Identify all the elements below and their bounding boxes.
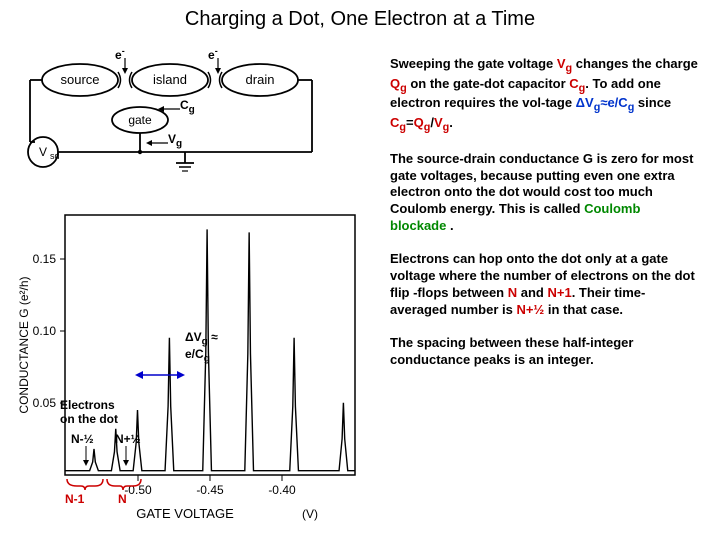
page-title: Charging a Dot, One Electron at a Time	[0, 0, 720, 35]
svg-text:0.10: 0.10	[33, 324, 57, 338]
svg-text:(V): (V)	[302, 507, 318, 521]
n-minus-half-label: N-½	[71, 432, 94, 446]
paragraph-4: The spacing between these half-integer c…	[390, 335, 700, 369]
cg-label: Cg	[180, 98, 195, 115]
svg-text:drain: drain	[246, 72, 275, 87]
svg-text:island: island	[153, 72, 187, 87]
dvg-annotation: ΔVg ≈ e/Cg	[185, 330, 218, 365]
svg-text:gate: gate	[128, 113, 152, 127]
n-minus-half-arrow	[80, 446, 92, 468]
n-label: N	[118, 492, 127, 506]
n-plus-half-arrow	[120, 446, 132, 468]
paragraph-3: Electrons can hop onto the dot only at a…	[390, 251, 700, 319]
dvg-double-arrow	[135, 368, 185, 382]
svg-text:-0.45: -0.45	[196, 483, 224, 497]
electrons-on-dot-label: Electronson the dot	[60, 398, 118, 426]
svg-text:GATE VOLTAGE: GATE VOLTAGE	[136, 506, 234, 521]
conductance-chart: 0.05 0.10 0.15 -0.50 -0.45 -0.40 CONDUCT…	[10, 200, 370, 530]
svg-text:CONDUCTANCE G (e²/h): CONDUCTANCE G (e²/h)	[17, 276, 31, 413]
vg-label: Vg	[168, 132, 182, 149]
circuit-diagram: source island drain V sd	[20, 50, 320, 190]
electron-left-label: e-	[115, 46, 125, 62]
right-column: Sweeping the gate voltage Vg changes the…	[390, 56, 700, 384]
electron-right-label: e-	[208, 46, 218, 62]
svg-text:-0.40: -0.40	[268, 483, 296, 497]
paragraph-2: The source-drain conductance G is zero f…	[390, 151, 700, 235]
svg-text:source: source	[60, 72, 99, 87]
n-brace	[105, 477, 150, 493]
n-minus-1-label: N-1	[65, 492, 84, 506]
paragraph-1: Sweeping the gate voltage Vg changes the…	[390, 56, 700, 135]
n-plus-half-label: N+½	[115, 432, 141, 446]
left-column: source island drain V sd	[20, 50, 360, 200]
svg-text:0.05: 0.05	[33, 396, 57, 410]
svg-text:V: V	[39, 145, 47, 159]
svg-text:0.15: 0.15	[33, 252, 57, 266]
